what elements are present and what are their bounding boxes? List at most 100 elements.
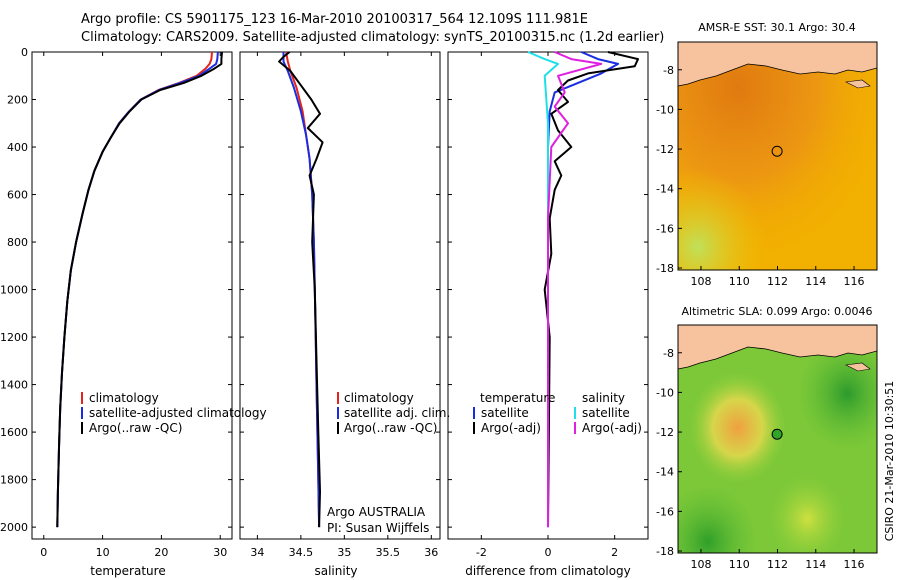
x-tick-label: 10: [96, 546, 110, 559]
lat-tick-label: -10: [656, 103, 674, 116]
y-tick-label: 800: [7, 236, 28, 249]
float-pi-label: PI: Susan Wijffels: [327, 521, 429, 535]
sla-map-title: Altimetric SLA: 0.099 Argo: 0.0046: [681, 305, 872, 318]
lon-tick-label: 114: [805, 558, 826, 571]
x-tick-label: 2: [611, 546, 618, 559]
y-tick-label: 1400: [0, 379, 28, 392]
salinity-y-ticks: [240, 51, 440, 528]
x-tick-label: 34.5: [289, 546, 314, 559]
lon-tick-label: 114: [805, 275, 826, 288]
x-tick-label: 34: [250, 546, 264, 559]
x-tick-label: 35: [337, 546, 351, 559]
sst-map: AMSR-E SST: 30.1 Argo: 30.4 108 110 112 114…: [656, 21, 878, 288]
legend-label-climatology: climatology: [89, 391, 159, 405]
y-tick-label: 1800: [0, 474, 28, 487]
lat-tick-label: -14: [656, 183, 674, 196]
lat-tick-label: -16: [656, 505, 674, 518]
difference-y-ticks: [448, 51, 648, 528]
y-tick-label: 1200: [0, 331, 28, 344]
lon-tick-label: 110: [729, 275, 750, 288]
y-tick-label: 1000: [0, 284, 28, 297]
y-tick-label: 2000: [0, 521, 28, 534]
lat-tick-label: -10: [656, 386, 674, 399]
lon-tick-label: 112: [767, 275, 788, 288]
lat-tick-label: -8: [663, 347, 674, 360]
series-line-temperature-argo-adj-: [543, 51, 639, 528]
lon-tick-label: 108: [690, 275, 711, 288]
figure-title-line1: Argo profile: CS 5901175_123 16-Mar-2010…: [81, 12, 588, 27]
salinity-profile-chart: 34 34.5 35 35.5 36 salinity climatology sate…: [239, 51, 450, 578]
creation-stamp: CSIRO 21-Mar-2010 10:30:51: [883, 381, 896, 542]
sst-land-island: [844, 79, 871, 89]
x-tick-label: 35.5: [376, 546, 401, 559]
sla-map-axes: 108 110 112 114 116 -8 -10 -12 -14 -16 -18: [656, 347, 865, 571]
y-tick-label: 200: [7, 94, 28, 107]
legend-label-temp-satellite: satellite: [481, 406, 529, 420]
x-tick-label: 0: [545, 546, 552, 559]
legend-label-satellite: satellite-adjusted climatology: [89, 406, 267, 420]
y-tick-label: 0: [21, 46, 28, 59]
float-owner-label: Argo AUSTRALIA: [327, 505, 426, 519]
legend-label-satellite: satellite adj. clim.: [344, 406, 450, 420]
difference-series: [527, 51, 639, 528]
lat-tick-label: -18: [656, 545, 674, 558]
x-tick-label: 0: [40, 546, 47, 559]
temperature-series: [56, 51, 223, 528]
salinity-legend: climatology satellite adj. clim. Argo(..…: [337, 391, 450, 435]
float-position-marker: [771, 145, 783, 157]
lat-tick-label: -8: [663, 64, 674, 77]
salinity-plot-frame: [239, 51, 441, 540]
salinity-series: [278, 51, 324, 528]
y-tick-label: 600: [7, 189, 28, 202]
lon-tick-label: 116: [844, 558, 865, 571]
y-tick-label: 400: [7, 141, 28, 154]
series-line-satellite-adjusted-climatology: [56, 51, 219, 528]
legend-header-temperature: temperature: [480, 391, 555, 405]
y-tick-label: 1600: [0, 426, 28, 439]
series-line-salinity-satellite: [527, 51, 559, 528]
legend-label-argo: Argo(..raw -QC): [344, 421, 437, 435]
salinity-x-axis: 34 34.5 35 35.5 36: [250, 52, 438, 559]
sst-land-java: [677, 41, 878, 87]
x-tick-label: -2: [476, 546, 487, 559]
sla-land-java: [677, 324, 878, 370]
lon-tick-label: 112: [767, 558, 788, 571]
legend-label-climatology: climatology: [344, 391, 414, 405]
legend-label-temp-argo: Argo(-adj): [481, 421, 541, 435]
series-line-argo-raw-qc-: [278, 51, 324, 528]
x-tick-label: 20: [154, 546, 168, 559]
sla-float-marker: [771, 428, 783, 440]
lon-tick-label: 116: [844, 275, 865, 288]
x-tick-label: 30: [213, 546, 227, 559]
difference-profile-chart: -2 0 2 difference from climatology tempera…: [447, 51, 649, 578]
temperature-xlabel: temperature: [90, 564, 165, 578]
sst-map-axes: 108 110 112 114 116 -8 -10 -12 -14 -16 -18: [656, 64, 865, 288]
lon-tick-label: 110: [729, 558, 750, 571]
lat-tick-label: -14: [656, 466, 674, 479]
temperature-legend: climatology satellite-adjusted climatolo…: [81, 391, 267, 435]
temperature-x-axis: 0 10 20 30: [40, 52, 227, 559]
legend-label-argo: Argo(..raw -QC): [89, 421, 182, 435]
difference-xlabel: difference from climatology: [465, 564, 631, 578]
float-position-marker: [771, 428, 783, 440]
legend-label-sal-argo: Argo(-adj): [582, 421, 642, 435]
legend-label-sal-satellite: satellite: [582, 406, 630, 420]
lat-tick-label: -12: [656, 143, 674, 156]
difference-legend: temperature salinity satellite Argo(-adj…: [473, 391, 642, 435]
sst-float-marker: [771, 145, 783, 157]
sst-map-title: AMSR-E SST: 30.1 Argo: 30.4: [698, 21, 856, 34]
legend-header-salinity: salinity: [582, 391, 625, 405]
series-line-argo-raw-qc-: [56, 51, 223, 528]
series-line-salinity-argo-adj-: [547, 51, 603, 528]
series-line-temperature-satellite: [547, 51, 619, 528]
series-line-climatology: [56, 51, 213, 528]
temperature-plot-frame: [31, 51, 233, 540]
lat-tick-label: -12: [656, 426, 674, 439]
figure-title-line2: Climatology: CARS2009. Satellite-adjuste…: [81, 30, 664, 45]
lon-tick-label: 108: [690, 558, 711, 571]
sla-map: Altimetric SLA: 0.099 Argo: 0.0046 108 11…: [656, 305, 878, 571]
x-tick-label: 36: [424, 546, 438, 559]
lat-tick-label: -18: [656, 262, 674, 275]
temperature-y-axis: 0 200 400 600 800 1000 1200 1400 1600 1800 2000: [0, 46, 232, 534]
lat-tick-label: -16: [656, 222, 674, 235]
